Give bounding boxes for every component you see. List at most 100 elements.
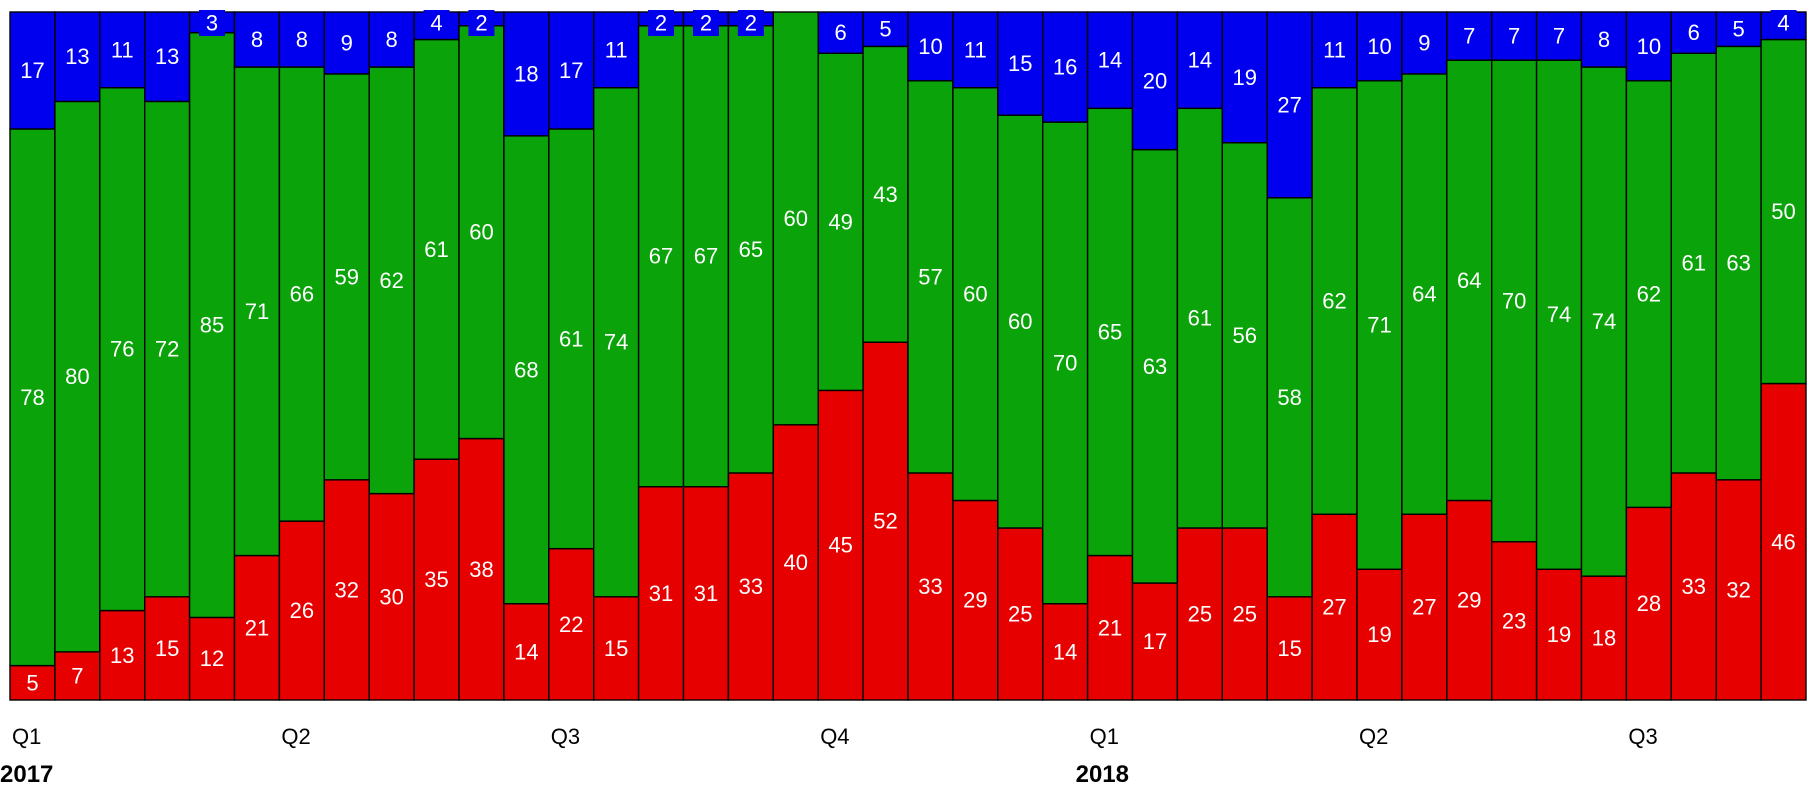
data-label-bg xyxy=(468,10,495,36)
data-label: 33 xyxy=(918,574,942,599)
bar-segment-s2-25 xyxy=(1131,11,1179,151)
bar-segment-s2-0 xyxy=(9,11,56,130)
bar-segment-s0-33 xyxy=(1490,541,1538,701)
data-label: 2 xyxy=(655,11,667,36)
bar-segment-s2-7 xyxy=(323,11,370,75)
data-label: 29 xyxy=(1457,588,1481,613)
data-label: 31 xyxy=(694,581,718,606)
bar-segment-s0-6 xyxy=(278,520,325,701)
data-label: 59 xyxy=(335,264,359,289)
data-label: 60 xyxy=(1008,309,1032,334)
x-tick-label: Q3 xyxy=(1628,724,1657,749)
bar-segment-s0-2 xyxy=(99,609,146,701)
data-label-bg xyxy=(199,10,226,36)
x-tick-label: Q2 xyxy=(281,724,310,749)
bar-segment-s2-32 xyxy=(1446,11,1493,61)
bar-segment-s1-29 xyxy=(1311,86,1358,515)
data-label: 35 xyxy=(424,567,448,592)
bar-segment-s0-12 xyxy=(548,547,595,701)
bar-segment-s1-17 xyxy=(772,11,819,426)
data-label: 76 xyxy=(110,337,134,362)
data-label: 61 xyxy=(1188,306,1212,331)
x-tick-label: Q1 xyxy=(12,724,41,749)
data-label-bg xyxy=(692,10,719,36)
data-label: 67 xyxy=(649,244,673,269)
data-label: 31 xyxy=(649,581,673,606)
bar-segment-s1-26 xyxy=(1176,107,1224,529)
data-label: 23 xyxy=(1502,608,1526,633)
data-label: 8 xyxy=(296,27,308,52)
data-label: 11 xyxy=(111,37,134,62)
data-label: 14 xyxy=(1188,48,1212,73)
data-label: 30 xyxy=(379,584,403,609)
data-label: 22 xyxy=(559,612,583,637)
bar-segment-s2-31 xyxy=(1401,11,1448,75)
data-label: 19 xyxy=(1233,65,1257,90)
bar-segment-s2-36 xyxy=(1625,11,1673,82)
data-label: 70 xyxy=(1502,288,1526,313)
data-label: 15 xyxy=(1008,51,1032,76)
bar-segment-s0-5 xyxy=(233,554,281,701)
data-label: 60 xyxy=(469,220,493,245)
data-label: 13 xyxy=(155,44,179,69)
data-label: 15 xyxy=(155,636,179,661)
bar-segment-s1-16 xyxy=(727,25,775,474)
bar-segment-s2-21 xyxy=(952,11,999,89)
data-label: 28 xyxy=(1637,591,1661,616)
data-label: 12 xyxy=(200,646,224,671)
bar-segment-s0-15 xyxy=(682,486,730,701)
bar-segment-s2-30 xyxy=(1356,11,1403,82)
bars-group xyxy=(9,11,1807,701)
data-label: 2 xyxy=(700,11,712,36)
bar-segment-s2-8 xyxy=(368,11,415,68)
data-label: 14 xyxy=(1098,48,1122,73)
bar-segment-s2-33 xyxy=(1490,11,1538,61)
data-label: 13 xyxy=(65,44,89,69)
bar-segment-s2-29 xyxy=(1311,11,1358,89)
bar-segment-s0-30 xyxy=(1356,568,1403,701)
data-label: 17 xyxy=(559,58,583,83)
data-label: 10 xyxy=(1637,34,1661,59)
bar-segment-s1-22 xyxy=(997,114,1044,529)
data-label: 3 xyxy=(206,11,218,36)
bar-segment-s2-2 xyxy=(99,11,146,89)
data-label: 8 xyxy=(1598,27,1610,52)
data-label: 5 xyxy=(879,17,891,42)
bar-segment-s0-31 xyxy=(1401,513,1448,701)
data-label: 60 xyxy=(784,206,808,231)
data-label: 65 xyxy=(739,237,763,262)
bar-segment-s2-35 xyxy=(1580,11,1628,68)
data-label: 4 xyxy=(1777,11,1789,36)
data-label: 71 xyxy=(1367,313,1391,338)
x-axis: Q1 Q2 Q3 Q4 Q1 Q2 Q3 2017 2018 xyxy=(0,724,1658,788)
bar-segment-s2-19 xyxy=(862,11,909,48)
data-label: 58 xyxy=(1277,385,1301,410)
data-label: 19 xyxy=(1367,622,1391,647)
data-label: 67 xyxy=(694,244,718,269)
data-label: 20 xyxy=(1143,68,1167,93)
bar-segment-s2-26 xyxy=(1176,11,1224,110)
year-label: 2018 xyxy=(1076,761,1129,788)
data-label: 18 xyxy=(1592,626,1616,651)
bar-segment-s2-34 xyxy=(1535,11,1583,61)
bar-segment-s0-11 xyxy=(503,602,550,701)
data-label: 60 xyxy=(963,282,987,307)
data-label: 72 xyxy=(155,337,179,362)
bar-segment-s2-23 xyxy=(1041,11,1089,123)
bar-segment-s2-27 xyxy=(1221,11,1268,144)
data-label: 17 xyxy=(20,58,44,83)
data-label: 46 xyxy=(1771,529,1795,554)
data-label: 25 xyxy=(1188,602,1212,627)
data-label: 6 xyxy=(1688,20,1700,45)
bar-segment-s1-0 xyxy=(9,128,56,667)
bar-segment-s0-3 xyxy=(143,596,191,701)
data-label: 45 xyxy=(828,533,852,558)
bar-segment-s0-27 xyxy=(1221,527,1268,701)
bar-segment-s0-19 xyxy=(862,341,909,701)
data-label: 7 xyxy=(1508,24,1520,49)
data-label: 74 xyxy=(1547,302,1571,327)
bar-segment-s1-6 xyxy=(278,66,325,522)
bar-segment-s2-18 xyxy=(817,11,864,54)
bar-segment-s0-4 xyxy=(188,616,236,701)
